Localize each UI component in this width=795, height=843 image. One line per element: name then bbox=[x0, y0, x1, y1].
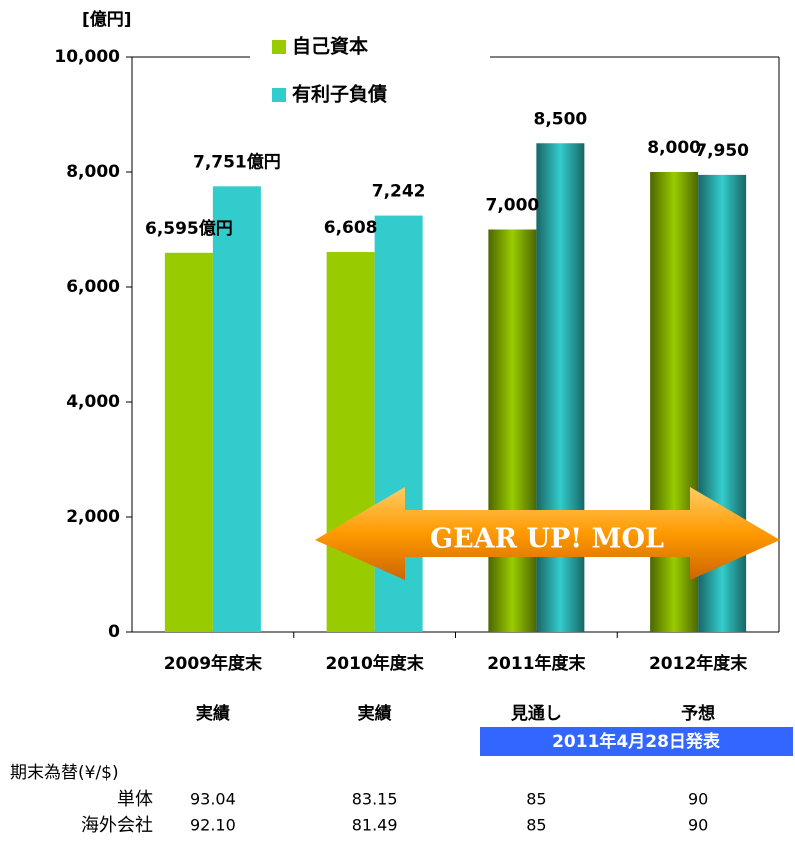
arrow bbox=[315, 487, 780, 580]
y-tick-label: 8,000 bbox=[66, 162, 120, 182]
cell: 90 bbox=[688, 790, 708, 809]
x-sublabel: 実績 bbox=[196, 703, 230, 724]
cell: 93.04 bbox=[190, 790, 236, 809]
data-label: 8,500 bbox=[533, 109, 587, 129]
row-label: 海外会社 bbox=[81, 815, 153, 836]
bar bbox=[536, 143, 585, 632]
legend-label: 自己資本 bbox=[292, 35, 368, 58]
cell: 90 bbox=[688, 816, 708, 835]
y-tick-label: 4,000 bbox=[66, 392, 120, 412]
y-tick-label: 2,000 bbox=[66, 507, 120, 527]
data-label: 6,608 bbox=[324, 218, 378, 238]
data-label: 7,242 bbox=[372, 182, 426, 202]
legend-bg bbox=[252, 30, 488, 118]
legend-swatch bbox=[272, 40, 286, 54]
y-tick-label: 10,000 bbox=[54, 47, 120, 67]
x-tick-label: 2012年度末 bbox=[649, 653, 748, 674]
data-label: 6,595億円 bbox=[145, 218, 233, 239]
x-tick-label: 2010年度末 bbox=[325, 653, 424, 674]
x-sublabel: 見通し bbox=[510, 704, 562, 724]
cell: 83.15 bbox=[352, 790, 398, 809]
bar bbox=[326, 252, 375, 633]
bar bbox=[164, 252, 213, 632]
table-title: 期末為替(¥/$) bbox=[10, 763, 119, 783]
legend-swatch bbox=[272, 88, 286, 102]
bar bbox=[212, 186, 261, 632]
row-label: 単体 bbox=[117, 789, 153, 810]
cell: 85 bbox=[526, 790, 546, 809]
cell: 85 bbox=[526, 816, 546, 835]
data-label: 7,000 bbox=[485, 196, 539, 216]
data-label: 7,950 bbox=[695, 141, 749, 161]
data-label: 8,000 bbox=[647, 138, 701, 158]
arrow-label: GEAR UP! MOL bbox=[430, 524, 664, 555]
bar bbox=[488, 229, 537, 632]
cell: 81.49 bbox=[352, 816, 398, 835]
x-sublabel: 予想 bbox=[681, 703, 715, 724]
x-tick-label: 2009年度末 bbox=[164, 653, 263, 674]
legend-label: 有利子負債 bbox=[292, 83, 387, 106]
cell: 92.10 bbox=[190, 816, 236, 835]
y-tick-label: 0 bbox=[108, 622, 120, 642]
note-box bbox=[480, 727, 793, 756]
x-sublabel: 実績 bbox=[358, 703, 392, 724]
y-unit: [億円] bbox=[82, 9, 132, 30]
data-label: 7,751億円 bbox=[193, 151, 281, 172]
y-tick-label: 6,000 bbox=[66, 277, 120, 297]
note: 2011年4月28日発表 bbox=[552, 731, 721, 752]
x-tick-label: 2011年度末 bbox=[487, 653, 586, 674]
